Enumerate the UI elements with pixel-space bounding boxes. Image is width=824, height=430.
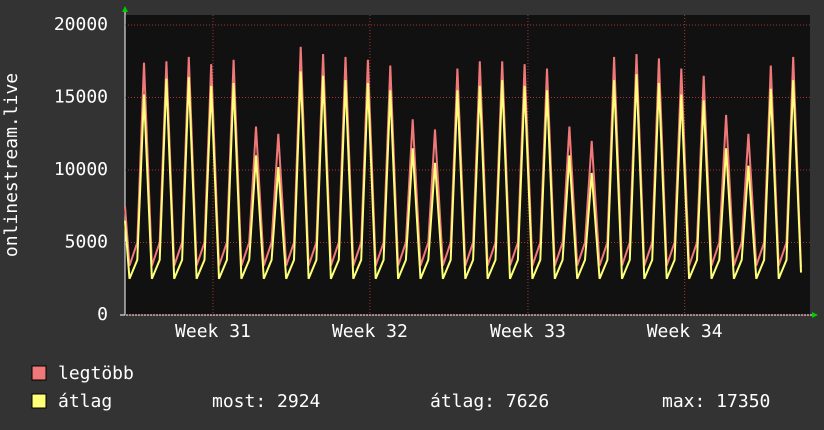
y-tick-label: 20000 <box>54 14 108 35</box>
series-line <box>124 71 802 280</box>
x-tick-label: Week 34 <box>647 321 723 342</box>
y-tick-label: 0 <box>97 304 108 325</box>
stat-label: max: 17350 <box>662 391 770 412</box>
legend-label: átlag <box>58 391 112 412</box>
legend: legtöbb átlag most: 2924 átlag: 7626 max: 17… <box>31 363 770 412</box>
y-tick-label: 10000 <box>54 159 108 180</box>
y-tick-label: 15000 <box>54 87 108 108</box>
legend-swatch <box>31 365 47 381</box>
stat-label: most: 2924 <box>212 391 320 412</box>
y-tick-label: 5000 <box>65 232 108 253</box>
x-tick-label: Week 31 <box>175 321 251 342</box>
plot: 0 5000 10000 15000 20000 Week 31 Week 32 Week 3… <box>54 14 810 342</box>
axis-arrow <box>122 6 128 12</box>
x-tick-label: Week 32 <box>332 321 408 342</box>
legend-label: legtöbb <box>58 363 134 384</box>
stat-label: átlag: 7626 <box>430 391 549 412</box>
x-tick-label: Week 33 <box>490 321 566 342</box>
axis-arrow <box>812 312 818 318</box>
y-axis-label: onlinestream.live <box>1 73 22 257</box>
legend-swatch <box>31 393 47 409</box>
